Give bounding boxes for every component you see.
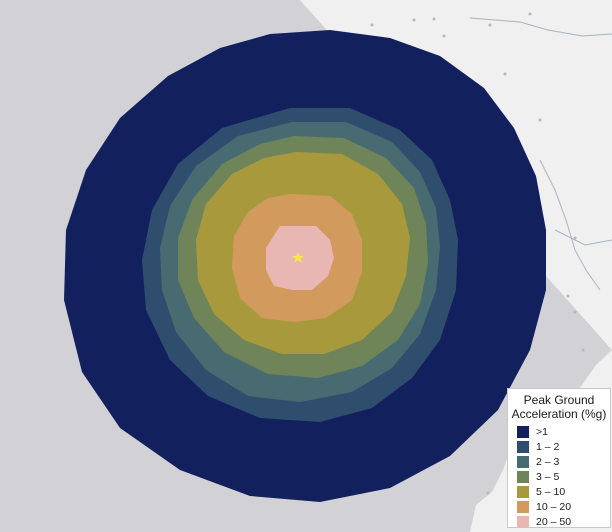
pga-contour-bands — [64, 30, 546, 502]
legend-label: >1 — [536, 426, 548, 438]
map-legend: Peak Ground Acceleration (%g) >1 1 – 2 2… — [507, 388, 611, 528]
legend-title: Peak Ground Acceleration (%g) — [508, 389, 610, 421]
legend-swatch — [517, 456, 529, 468]
legend-item: 3 – 5 — [517, 470, 610, 484]
legend-title-line-1: Peak Ground — [523, 393, 595, 407]
land-area — [300, 0, 612, 532]
legend-item: 5 – 10 — [517, 485, 610, 499]
legend-items: >1 1 – 2 2 – 3 3 – 5 5 – 10 10 – 20 20 –… — [508, 425, 610, 529]
legend-item: >1 — [517, 425, 610, 439]
legend-swatch — [517, 501, 529, 513]
legend-swatch — [517, 486, 529, 498]
rivers — [469, 17, 612, 291]
legend-swatch — [517, 516, 529, 528]
legend-label: 2 – 3 — [536, 456, 560, 468]
legend-label: 3 – 5 — [536, 471, 560, 483]
legend-swatch — [517, 441, 529, 453]
legend-label: 5 – 10 — [536, 486, 566, 498]
legend-item: 1 – 2 — [517, 440, 610, 454]
legend-label: 1 – 2 — [536, 441, 560, 453]
legend-item: 10 – 20 — [517, 500, 610, 514]
legend-item: 20 – 50 — [517, 515, 610, 529]
place-dots — [370, 12, 585, 495]
legend-label: 10 – 20 — [536, 501, 572, 513]
legend-item: 2 – 3 — [517, 455, 610, 469]
legend-title-line-2: Acceleration (%g) — [511, 407, 607, 421]
legend-label: 20 – 50 — [536, 516, 572, 528]
legend-swatch — [517, 426, 529, 438]
legend-swatch — [517, 471, 529, 483]
star-icon — [292, 252, 304, 263]
